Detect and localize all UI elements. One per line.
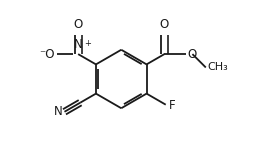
Text: ⁻O: ⁻O xyxy=(39,48,55,61)
Text: O: O xyxy=(187,48,196,61)
Text: O: O xyxy=(160,18,169,31)
Text: N: N xyxy=(74,38,83,51)
Text: CH₃: CH₃ xyxy=(208,62,229,73)
Text: +: + xyxy=(84,39,91,48)
Text: O: O xyxy=(74,18,83,31)
Text: N: N xyxy=(54,105,62,118)
Text: F: F xyxy=(169,99,175,112)
